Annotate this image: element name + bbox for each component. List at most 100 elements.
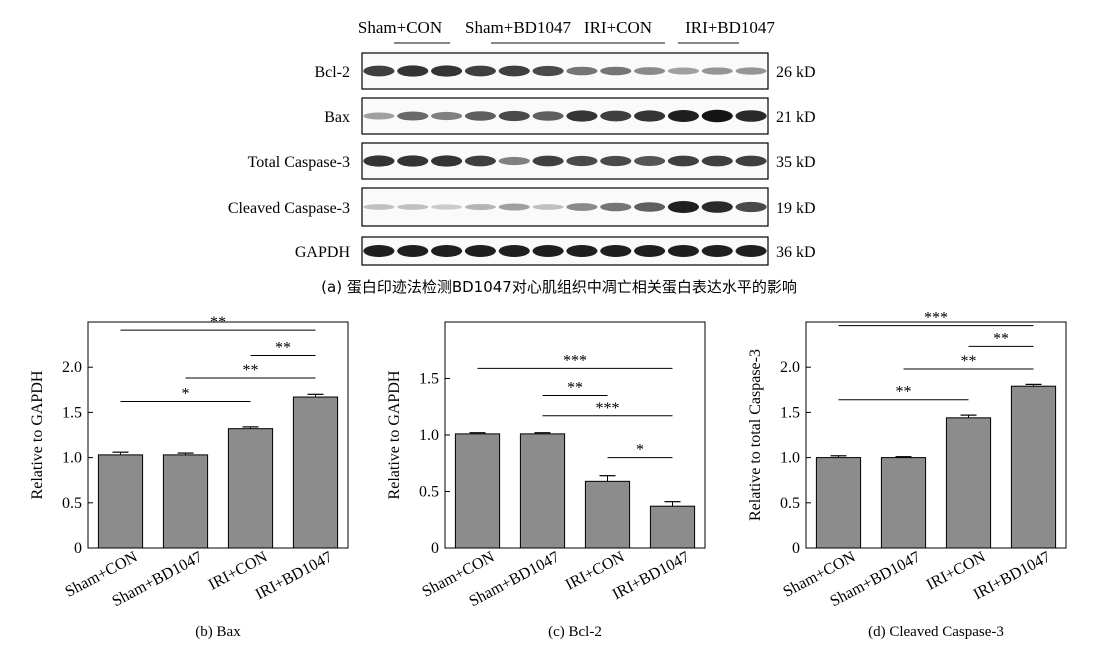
blot-band: [634, 110, 666, 122]
blot-band: [701, 67, 733, 75]
blot-band: [397, 204, 429, 210]
y-tick-label: 1.5: [780, 404, 800, 421]
blot-band: [397, 245, 429, 257]
blot-band: [566, 155, 598, 167]
plot-frame: [805, 321, 1067, 549]
blot-band: [498, 65, 530, 77]
blot-band: [431, 111, 463, 121]
blot-group-label: IRI+BD1047: [685, 18, 775, 37]
blot-band: [498, 110, 530, 122]
blot-band: [464, 65, 496, 77]
y-tick-label: 2.0: [780, 359, 800, 376]
bar: [945, 417, 992, 549]
blot-band: [634, 67, 666, 75]
blot-band: [464, 203, 496, 211]
blot-strip: [361, 236, 769, 266]
blot-strip: [361, 97, 769, 135]
blot-band: [600, 110, 632, 122]
significance-label: **: [896, 384, 912, 401]
bar: [227, 428, 274, 549]
western-blot-panel: Sham+CON Sham+BD1047 IRI+CON IRI+BD1047 Bcl-…: [228, 18, 816, 266]
blot-band: [498, 245, 530, 257]
significance-label: **: [210, 314, 226, 331]
bar: [519, 433, 566, 549]
y-tick-label: 0.5: [62, 495, 82, 512]
y-tick-label: 1.5: [62, 404, 82, 421]
blot-group-label: Sham+BD1047: [465, 18, 571, 37]
chart-caption: (d) Cleaved Caspase-3: [868, 624, 1004, 640]
blot-band: [532, 65, 564, 77]
bar: [584, 480, 631, 549]
blot-strip: [361, 52, 769, 90]
blot-band: [566, 203, 598, 211]
blot-band: [634, 202, 666, 212]
blot-band: [667, 155, 699, 167]
blot-size-label: 21 kD: [776, 109, 816, 126]
blot-group-label: Sham+CON: [358, 18, 442, 37]
blot-band: [667, 245, 699, 257]
y-tick-label: 0: [431, 540, 439, 557]
bar: [292, 396, 339, 549]
blot-group-label: IRI+CON: [584, 18, 652, 37]
blot-band: [397, 111, 429, 121]
blot-band: [735, 110, 767, 122]
significance-label: *: [636, 442, 644, 459]
blot-band: [634, 245, 666, 257]
blot-band: [363, 65, 395, 77]
blot-band: [667, 67, 699, 75]
blot-band: [600, 245, 632, 257]
y-tick-label: 1.0: [780, 450, 800, 467]
significance-label: ***: [924, 310, 948, 327]
blot-band: [464, 111, 496, 121]
blot-band: [431, 155, 463, 167]
significance-label: **: [275, 339, 291, 356]
y-tick-label: 1.0: [419, 427, 439, 444]
blot-band: [701, 155, 733, 167]
blot-size-label: 36 kD: [776, 244, 816, 261]
bar: [880, 457, 927, 549]
y-tick-label: 1.0: [62, 450, 82, 467]
y-axis-label: Relative to total Caspase-3: [747, 349, 764, 521]
blot-band: [735, 245, 767, 257]
significance-label: **: [567, 379, 583, 396]
blot-size-label: 26 kD: [776, 64, 816, 81]
blot-protein-label: Bax: [324, 109, 350, 126]
blot-band: [431, 245, 463, 257]
significance-label: *: [182, 386, 190, 403]
blot-band: [667, 110, 699, 122]
blot-band: [498, 156, 530, 166]
significance-label: ***: [563, 352, 587, 369]
blot-band: [464, 245, 496, 257]
blot-band: [600, 202, 632, 212]
blot-band: [363, 204, 395, 210]
y-tick-label: 2.0: [62, 359, 82, 376]
bar: [162, 454, 209, 549]
blot-strip: [361, 142, 769, 180]
blot-band: [363, 245, 395, 257]
blot-band: [600, 66, 632, 76]
significance-label: **: [243, 362, 259, 379]
blot-band: [566, 245, 598, 257]
y-tick-label: 0.5: [419, 484, 439, 501]
chart-caption: (b) Bax: [195, 624, 241, 640]
bar: [815, 457, 862, 549]
blot-band: [701, 245, 733, 257]
y-tick-label: 1.5: [419, 371, 439, 388]
blot-band: [363, 112, 395, 120]
cleaved-caspase3-bar-chart: 0 0.5 1.0 1.5 2.0 Relative to total Caspase-3…: [747, 310, 1067, 640]
bar: [97, 454, 144, 549]
blot-protein-label: Cleaved Caspase-3: [228, 200, 350, 217]
blot-size-label: 35 kD: [776, 154, 816, 171]
blot-size-label: 19 kD: [776, 200, 816, 217]
blot-band: [363, 155, 395, 167]
plot-frame: [87, 321, 349, 549]
western-blot-caption: (a) 蛋白印迹法检测BD1047对心肌组织中凋亡相关蛋白表达水平的影响: [321, 278, 797, 296]
blot-band: [600, 155, 632, 167]
blot-band: [532, 155, 564, 167]
blot-band: [735, 155, 767, 167]
blot-band: [634, 156, 666, 166]
significance-label: ***: [596, 400, 620, 417]
bar: [1010, 385, 1057, 549]
blot-protein-label: GAPDH: [295, 244, 351, 261]
